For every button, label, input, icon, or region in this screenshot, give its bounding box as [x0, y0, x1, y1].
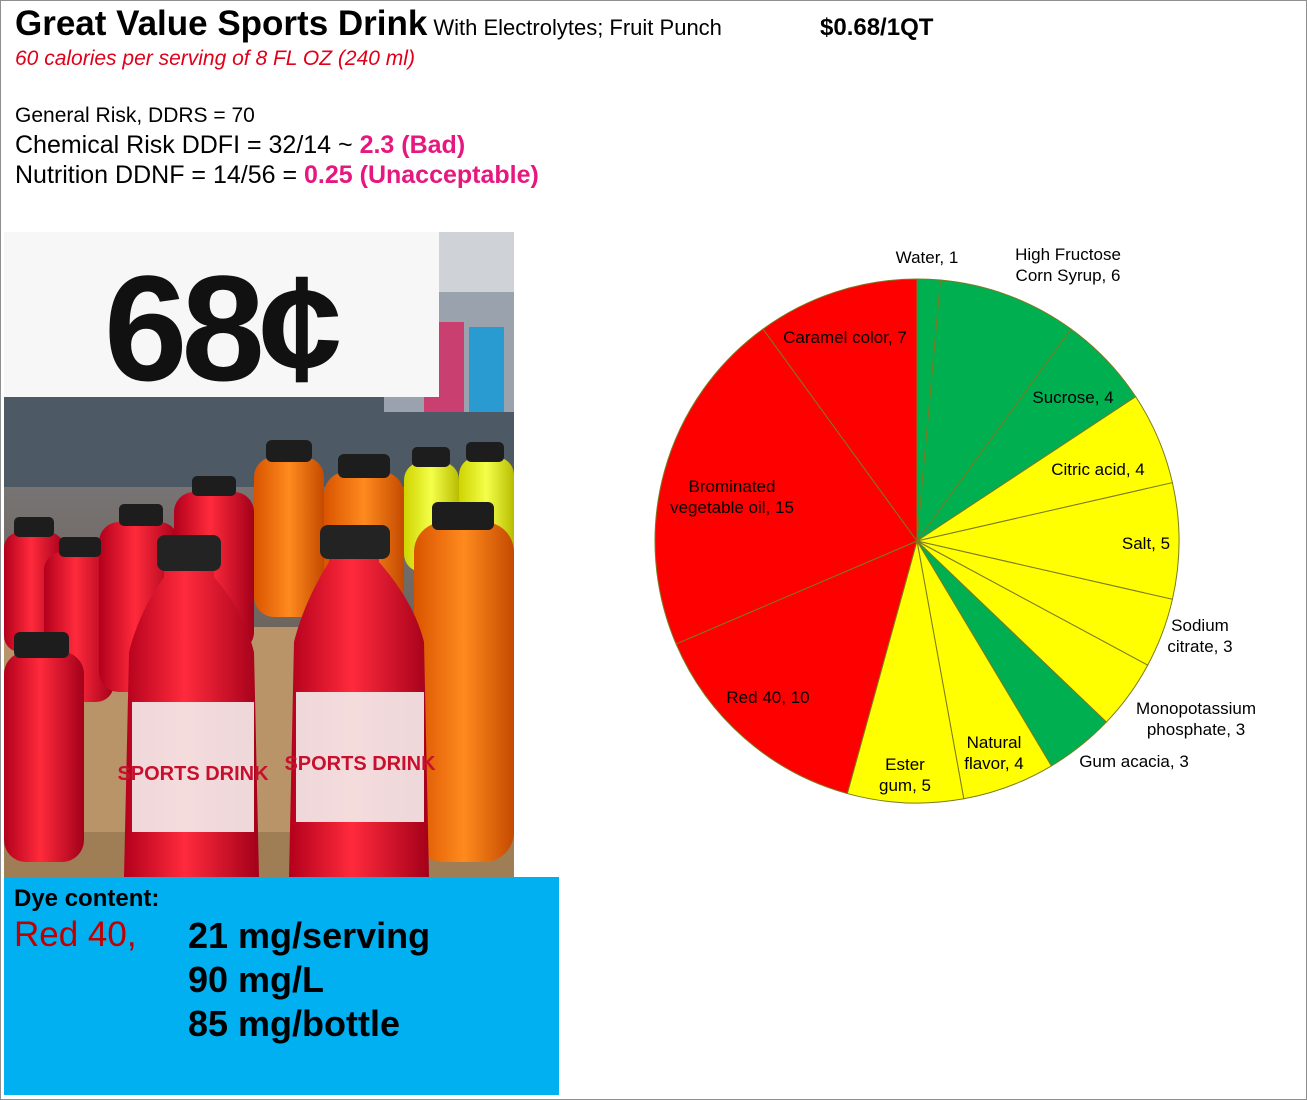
chemical-risk-value: 2.3 (Bad) — [359, 131, 466, 159]
pie-label-gum-acacia: Gum acacia, 3 — [1079, 752, 1189, 771]
pie-slice-brominated-vegetable-oil — [654, 328, 918, 645]
pie-label-citric-acid: Citric acid, 4 — [1051, 460, 1145, 479]
dye-heading: Dye content: — [14, 885, 160, 912]
pie-label-red-40: Red 40, 10 — [726, 688, 809, 707]
pie-label-high-fructose-corn-syrup: High Fructose Corn Syrup, 6 — [1015, 245, 1121, 285]
dye-per-bottle: 85 mg/bottle — [188, 1003, 401, 1044]
bottle-label-right: SPORTS DRINK — [284, 753, 436, 775]
dye-per-liter: 90 mg/L — [188, 959, 325, 1000]
general-risk: General Risk, DDRS = 70 — [15, 104, 255, 127]
dye-content-panel: Dye content: Red 40, 21 mg/serving 90 mg… — [4, 877, 559, 1095]
chemical-risk-label: Chemical Risk DDFI = 32/14 ~ — [15, 131, 360, 159]
pie-label-natural-flavor: Natural flavor, 4 — [964, 733, 1024, 773]
dye-name: Red 40, — [14, 915, 137, 954]
calorie-info: 60 calories per serving of 8 FL OZ (240 … — [15, 47, 415, 70]
product-photo: SPORTS DRINK SPORTS DRINK 68¢ — [4, 232, 514, 877]
dye-per-serving: 21 mg/serving — [188, 915, 431, 956]
pie-label-sucrose: Sucrose, 4 — [1032, 388, 1113, 407]
title-line: Great Value Sports Drink With Electrolyte… — [15, 4, 722, 44]
pie-label-caramel-color: Caramel color, 7 — [783, 328, 907, 347]
pie-slice-red-40 — [675, 540, 918, 795]
product-subtitle: With Electrolytes; Fruit Punch — [433, 15, 722, 40]
nutrition-risk-label: Nutrition DDNF = 14/56 = — [15, 161, 305, 189]
bottle-label-left: SPORTS DRINK — [117, 763, 269, 785]
nutrition-risk-value: 0.25 (Unacceptable) — [304, 161, 539, 189]
pie-slice-salt — [916, 482, 1180, 600]
chemical-risk: Chemical Risk DDFI = 32/14 ~ 2.3 (Bad) — [15, 131, 465, 160]
pie-label-sodium-citrate: Sodium citrate, 3 — [1167, 616, 1232, 656]
pie-label-brominated-vegetable-oil: Brominated vegetable oil, 15 — [670, 477, 794, 517]
pie-svg: Water, 1 High Fructose Corn Syrup, 6 Sucros… — [654, 245, 1256, 804]
pie-label-salt: Salt, 5 — [1122, 534, 1170, 553]
pie-label-water: Water, 1 — [896, 248, 959, 267]
pie-label-monopotassium-phosphate: Monopotassium phosphate, 3 — [1136, 699, 1256, 739]
product-title: Great Value Sports Drink — [15, 4, 428, 43]
price-sign-text: 68¢ — [104, 244, 339, 412]
nutrition-risk: Nutrition DDNF = 14/56 = 0.25 (Unaccepta… — [15, 161, 539, 190]
product-photo-illustration: SPORTS DRINK SPORTS DRINK 68¢ — [4, 232, 514, 877]
pie-slice-high-fructose-corn-syrup — [916, 279, 1072, 543]
pie-label-ester-gum: Ester gum, 5 — [879, 755, 931, 795]
pie-slice-caramel-color — [762, 278, 918, 543]
pie-slice-ester-gum — [846, 540, 965, 804]
ingredient-pie-chart: Water, 1 High Fructose Corn Syrup, 6 Sucros… — [560, 220, 1300, 840]
price-label: $0.68/1QT — [820, 14, 934, 41]
